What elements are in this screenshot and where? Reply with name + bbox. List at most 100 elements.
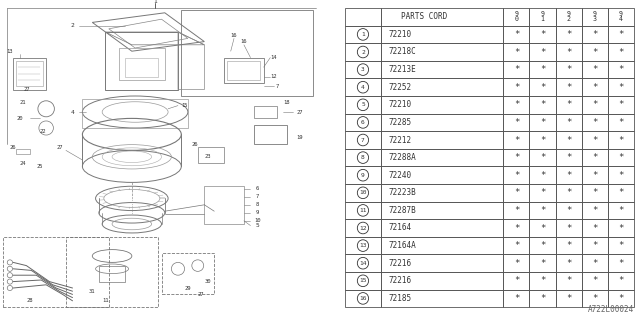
Bar bbox=[504, 26, 529, 43]
Text: 27: 27 bbox=[56, 145, 63, 150]
Bar bbox=[161, 253, 214, 294]
Text: *: * bbox=[618, 171, 623, 180]
Bar bbox=[381, 61, 504, 78]
Bar bbox=[17, 149, 29, 154]
Bar bbox=[345, 184, 381, 202]
Bar bbox=[254, 125, 287, 144]
Text: *: * bbox=[566, 223, 572, 233]
Bar bbox=[381, 149, 504, 166]
Bar bbox=[582, 96, 608, 114]
Bar bbox=[608, 290, 634, 307]
Text: *: * bbox=[618, 100, 623, 109]
Text: *: * bbox=[514, 83, 519, 92]
Text: 12: 12 bbox=[270, 74, 277, 79]
Bar bbox=[608, 26, 634, 43]
Bar bbox=[345, 8, 381, 26]
Bar bbox=[381, 254, 504, 272]
Bar bbox=[529, 254, 556, 272]
Text: 6: 6 bbox=[361, 120, 365, 125]
Text: *: * bbox=[592, 206, 597, 215]
Bar bbox=[582, 202, 608, 219]
Text: *: * bbox=[592, 83, 597, 92]
Bar bbox=[529, 166, 556, 184]
Bar bbox=[556, 184, 582, 202]
Text: 2: 2 bbox=[361, 50, 365, 54]
Bar bbox=[181, 10, 313, 96]
Bar bbox=[608, 254, 634, 272]
Text: *: * bbox=[592, 100, 597, 109]
Bar bbox=[345, 96, 381, 114]
Text: 72218C: 72218C bbox=[388, 47, 417, 57]
Bar bbox=[99, 266, 125, 282]
Bar bbox=[556, 8, 582, 26]
Bar bbox=[345, 237, 381, 254]
Bar bbox=[224, 58, 264, 83]
Bar bbox=[582, 149, 608, 166]
Text: *: * bbox=[592, 259, 597, 268]
Bar bbox=[504, 202, 529, 219]
Text: 72185: 72185 bbox=[388, 294, 412, 303]
Bar bbox=[608, 131, 634, 149]
Bar bbox=[381, 290, 504, 307]
Text: 24: 24 bbox=[20, 161, 26, 166]
Bar bbox=[504, 8, 529, 26]
Text: *: * bbox=[540, 83, 545, 92]
Bar bbox=[529, 114, 556, 131]
Bar bbox=[556, 26, 582, 43]
Bar bbox=[608, 149, 634, 166]
Bar bbox=[381, 219, 504, 237]
Text: *: * bbox=[514, 47, 519, 57]
Text: *: * bbox=[618, 259, 623, 268]
Text: *: * bbox=[566, 206, 572, 215]
Bar bbox=[254, 106, 277, 118]
Text: *: * bbox=[618, 188, 623, 197]
Text: *: * bbox=[566, 241, 572, 250]
Text: *: * bbox=[514, 294, 519, 303]
Bar bbox=[582, 272, 608, 290]
Text: 27: 27 bbox=[23, 87, 29, 92]
Text: 14: 14 bbox=[270, 55, 277, 60]
Bar bbox=[582, 131, 608, 149]
Bar bbox=[608, 184, 634, 202]
Text: 72288A: 72288A bbox=[388, 153, 417, 162]
Text: *: * bbox=[618, 276, 623, 285]
Text: *: * bbox=[618, 223, 623, 233]
Bar bbox=[345, 149, 381, 166]
Text: 2: 2 bbox=[70, 23, 74, 28]
Text: PARTS CORD: PARTS CORD bbox=[401, 12, 447, 21]
Bar bbox=[345, 254, 381, 272]
Bar bbox=[227, 61, 260, 80]
Bar bbox=[608, 166, 634, 184]
Text: *: * bbox=[618, 47, 623, 57]
Text: 1: 1 bbox=[361, 32, 365, 37]
Text: 26: 26 bbox=[191, 141, 198, 147]
Bar bbox=[556, 202, 582, 219]
Bar bbox=[381, 8, 504, 26]
Bar bbox=[556, 114, 582, 131]
Text: *: * bbox=[540, 241, 545, 250]
Text: *: * bbox=[514, 223, 519, 233]
Text: 9
2: 9 2 bbox=[566, 11, 571, 22]
Bar bbox=[66, 237, 158, 307]
Bar bbox=[556, 237, 582, 254]
Text: *: * bbox=[514, 188, 519, 197]
Bar bbox=[504, 290, 529, 307]
Bar bbox=[556, 149, 582, 166]
Bar bbox=[529, 149, 556, 166]
Text: *: * bbox=[618, 153, 623, 162]
Bar bbox=[556, 78, 582, 96]
Text: 3: 3 bbox=[361, 67, 365, 72]
Bar bbox=[504, 149, 529, 166]
Text: *: * bbox=[514, 118, 519, 127]
Text: 72252: 72252 bbox=[388, 83, 412, 92]
Text: *: * bbox=[618, 30, 623, 39]
Bar bbox=[381, 78, 504, 96]
Text: 72210: 72210 bbox=[388, 100, 412, 109]
Text: *: * bbox=[592, 118, 597, 127]
Bar bbox=[381, 26, 504, 43]
Text: *: * bbox=[566, 259, 572, 268]
Bar bbox=[17, 61, 43, 86]
Text: 4: 4 bbox=[70, 109, 74, 115]
Bar bbox=[504, 114, 529, 131]
Bar bbox=[106, 32, 178, 90]
